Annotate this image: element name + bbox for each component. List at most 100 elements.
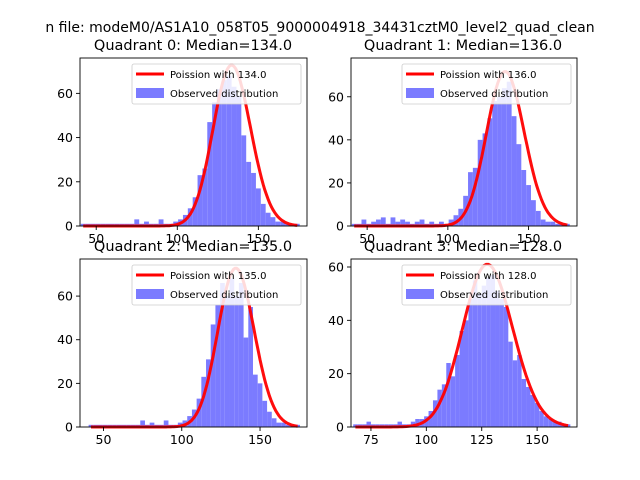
hist-bar xyxy=(516,144,522,226)
hist-bar xyxy=(202,168,208,226)
hist-bar xyxy=(243,337,249,427)
hist-bar xyxy=(366,421,371,427)
y-tick-label: 40 xyxy=(328,313,344,328)
hist-bar xyxy=(414,221,420,226)
y-tick-label: 20 xyxy=(328,175,344,190)
hist-bar xyxy=(201,376,207,427)
hist-bar xyxy=(217,88,222,227)
hist-bar xyxy=(508,341,513,427)
hist-bar xyxy=(506,81,512,226)
hist-bar xyxy=(134,219,140,226)
hist-bar xyxy=(530,395,535,427)
hist-bar xyxy=(158,219,164,226)
x-tick-label: 75 xyxy=(363,432,379,447)
hist-bar xyxy=(405,221,410,226)
y-tick-label: 60 xyxy=(57,289,73,304)
x-tick-label: 100 xyxy=(170,432,194,447)
hist-bar xyxy=(521,170,527,226)
axes-frame xyxy=(350,57,578,227)
hist-bar xyxy=(472,167,478,226)
hist-bar xyxy=(565,424,571,427)
legend-line-label: Poission with 128.0 xyxy=(440,271,536,282)
hist-bar xyxy=(376,219,381,226)
legend-line-label: Poission with 134.0 xyxy=(170,70,266,81)
hist-bar xyxy=(210,324,216,427)
legend-hist-label: Observed distribution xyxy=(440,290,548,301)
hist-bar xyxy=(248,307,253,427)
hist-bar xyxy=(429,221,435,226)
hist-bar xyxy=(482,133,488,226)
subplot-quadrant-1: Quadrant 1: Median=136.0 50 100 150 0 20 40 60… xyxy=(328,38,578,246)
hist-bar xyxy=(224,296,230,427)
hist-bar xyxy=(231,86,237,226)
hist-bar xyxy=(220,283,225,427)
x-tick-label: 150 xyxy=(525,432,549,447)
subplot-quadrant-2: Quadrant 2: Median=135.0 50 100 150 0 20 40 60… xyxy=(57,239,308,447)
hist-bar xyxy=(276,422,282,427)
subplot-title: Quadrant 2: Median=135.0 xyxy=(94,239,292,255)
hist-bar xyxy=(517,355,522,427)
hist-bar xyxy=(260,203,266,226)
hist-bar xyxy=(88,424,94,427)
legend-hist-label: Observed distribution xyxy=(170,290,278,301)
hist-bar xyxy=(280,221,286,226)
hist-bar xyxy=(501,88,507,227)
axes-frame xyxy=(350,258,578,428)
y-tick-label: 60 xyxy=(328,89,344,104)
y-tick-label: 0 xyxy=(65,420,73,435)
legend-box xyxy=(401,63,572,105)
hist-bar xyxy=(526,387,531,427)
hist-bar xyxy=(252,374,258,427)
hist-bar xyxy=(215,304,221,427)
hist-bar xyxy=(371,221,377,226)
hist-bar xyxy=(530,200,536,226)
y-tick-label: 60 xyxy=(328,260,344,275)
hist-bar xyxy=(441,384,447,427)
hist-bar xyxy=(437,389,442,427)
hist-bar xyxy=(262,400,268,427)
hist-bar xyxy=(251,172,256,226)
hist-bar xyxy=(539,411,544,427)
hist-bar xyxy=(221,80,227,227)
hist-bar xyxy=(234,296,239,427)
hist-bar xyxy=(257,383,263,427)
hist-bar xyxy=(486,277,491,427)
hist-bar xyxy=(459,331,464,427)
legend-hist-swatch xyxy=(136,88,164,98)
hist-bar xyxy=(490,275,496,427)
hist-bar xyxy=(395,221,401,226)
hist-bar xyxy=(526,185,531,226)
hist-bar xyxy=(499,299,504,427)
hist-bar xyxy=(487,118,493,226)
legend-box xyxy=(131,264,302,306)
hist-bar xyxy=(144,221,149,226)
y-tick-label: 40 xyxy=(328,132,344,147)
hist-bar xyxy=(472,280,478,427)
hist-bar xyxy=(455,355,460,427)
hist-bar xyxy=(512,360,518,427)
hist-bar xyxy=(438,221,444,226)
hist-bar xyxy=(415,419,420,427)
x-tick-label: 125 xyxy=(470,432,494,447)
hist-bar xyxy=(196,398,202,427)
x-tick-label: 50 xyxy=(359,231,375,246)
hist-bar xyxy=(550,221,556,226)
legend: Poission with 136.0 Observed distributio… xyxy=(401,63,572,105)
hist-bar xyxy=(140,420,145,427)
legend-box xyxy=(131,63,302,105)
hist-bar xyxy=(468,299,473,427)
hist-bar xyxy=(281,422,286,427)
hist-bar xyxy=(236,95,242,226)
hist-bar xyxy=(552,421,558,427)
hist-bar xyxy=(246,161,252,226)
figure-suptitle: n file: modeM0/AS1A10_058T05_9000004918_… xyxy=(45,20,594,36)
hist-bar xyxy=(419,219,425,226)
hist-bar xyxy=(197,175,203,226)
hist-bar xyxy=(540,219,546,226)
subplot-title: Quadrant 1: Median=136.0 xyxy=(364,38,562,54)
hist-bar xyxy=(361,219,367,226)
hist-bar xyxy=(238,283,244,427)
legend: Poission with 128.0 Observed distributio… xyxy=(401,264,572,306)
hist-bar xyxy=(206,359,211,427)
